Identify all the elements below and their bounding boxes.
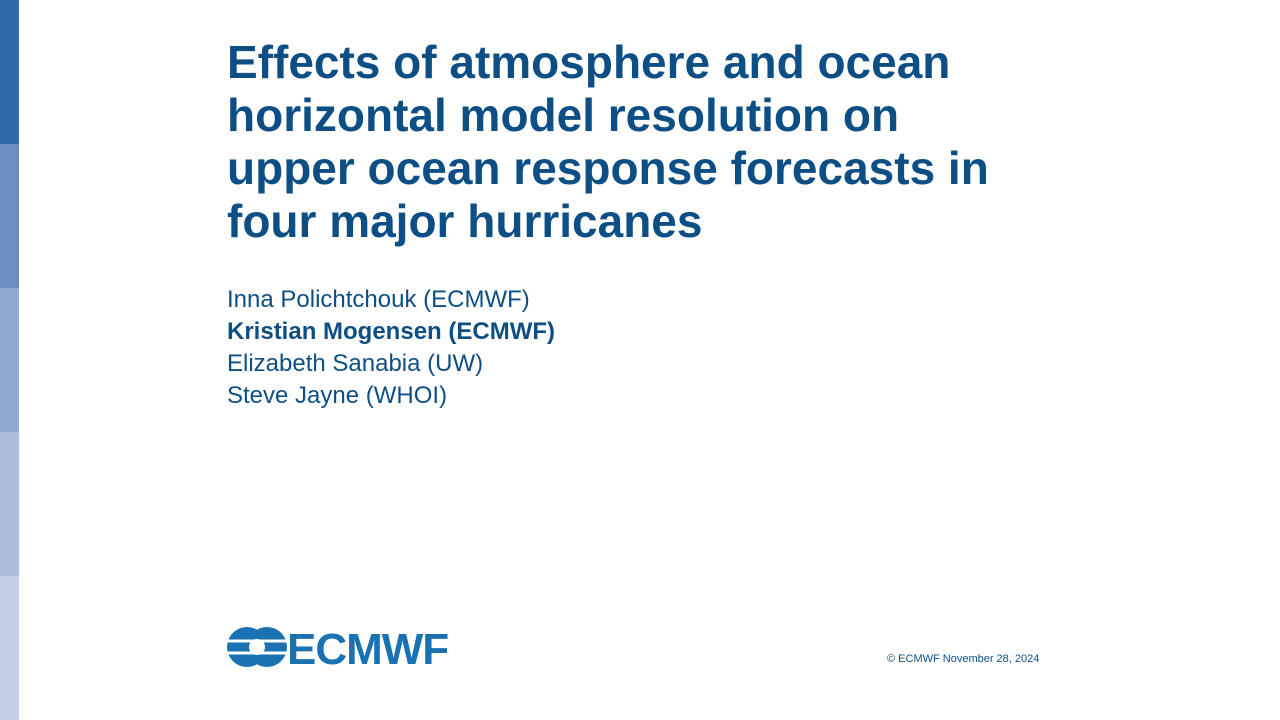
author: Kristian Mogensen (ECMWF) <box>227 318 555 345</box>
side-bar <box>0 432 19 576</box>
side-bar <box>0 0 19 144</box>
title-line: upper ocean response forecasts in <box>227 142 989 194</box>
author: Elizabeth Sanabia (UW) <box>227 350 484 377</box>
side-bar <box>0 576 19 720</box>
side-bar <box>0 144 19 288</box>
title-line: Effects of atmosphere and ocean <box>227 36 951 88</box>
title-line: horizontal model resolution on <box>227 89 900 141</box>
authors: Inna Polichtchouk (ECMWF) Kristian Mogens… <box>227 284 555 412</box>
title-line: four major hurricanes <box>227 195 703 247</box>
author: Steve Jayne (WHOI) <box>227 382 448 409</box>
side-bar <box>0 288 19 432</box>
footer: © ECMWF November 28, 2024 <box>887 653 1040 665</box>
title: Effects of atmosphere and ocean horizonta… <box>227 36 989 248</box>
logo: ECMWF <box>225 625 449 672</box>
logo-text: ECMWF <box>287 625 448 672</box>
author: Inna Polichtchouk (ECMWF) <box>227 286 530 313</box>
